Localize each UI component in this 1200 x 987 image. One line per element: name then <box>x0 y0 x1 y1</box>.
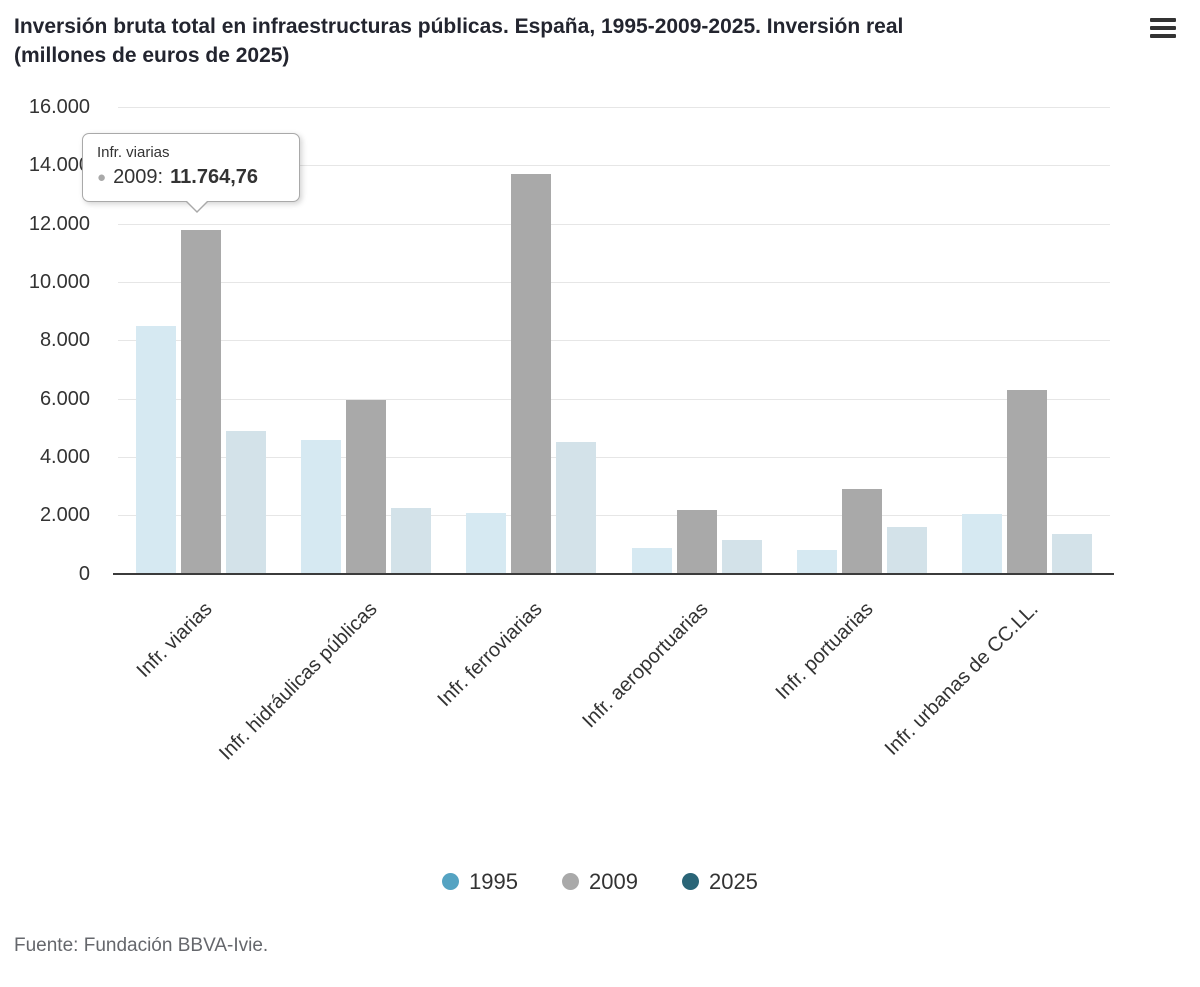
gridline <box>118 457 1110 459</box>
x-axis-label: Infr. urbanas de CC.LL. <box>881 597 1043 760</box>
y-axis-label: 12.000 <box>28 212 90 235</box>
chart-menu-button[interactable] <box>1144 8 1182 48</box>
hamburger-icon-line <box>1150 34 1176 38</box>
tooltip-dot: ● <box>97 168 107 186</box>
bar-group <box>449 107 614 574</box>
legend-marker <box>442 873 460 891</box>
legend-label: 1995 <box>469 868 519 894</box>
bar-1995[interactable] <box>796 550 837 574</box>
source-note: Fuente: Fundación BBVA-Ivie. <box>14 934 269 956</box>
x-axis-labels: Infr. viarias Infr. hidráulicas públicas I… <box>118 584 1110 864</box>
chart-title: Inversión bruta total en infraestructura… <box>0 0 1200 79</box>
legend-marker <box>562 873 580 891</box>
bar-2009[interactable] <box>841 489 882 574</box>
bar-2009[interactable] <box>180 230 221 574</box>
gridline <box>118 398 1110 400</box>
x-axis-label: Infr. ferroviarias <box>433 597 547 711</box>
bar-2025[interactable] <box>556 442 597 574</box>
bar-2009[interactable] <box>1007 389 1048 574</box>
y-axis-label: 14.000 <box>28 154 90 177</box>
x-axis-label: Infr. viarias <box>132 597 217 682</box>
bar-1995[interactable] <box>466 512 507 574</box>
chart-title-line1: Inversión bruta total en infraestructura… <box>14 15 904 38</box>
gridline <box>118 340 1110 342</box>
hamburger-icon <box>1150 18 1176 38</box>
y-axis-labels: 0 2.000 4.000 6.000 8.000 10.000 12.000 14.000 1… <box>0 96 104 585</box>
legend-item-2009[interactable]: 2009 <box>562 869 638 895</box>
legend-label: 2009 <box>589 868 638 894</box>
bar-group <box>779 107 944 574</box>
gridline <box>118 515 1110 517</box>
bar-1995[interactable] <box>300 439 341 574</box>
bar-2025[interactable] <box>390 507 431 574</box>
tooltip-series-label: 2009: <box>113 165 164 188</box>
chart-area: 0 2.000 4.000 6.000 8.000 10.000 12.000 14.000 1… <box>0 79 1200 909</box>
bar-2025[interactable] <box>886 527 927 574</box>
bar-1995[interactable] <box>135 325 176 574</box>
hamburger-icon-line <box>1150 26 1176 30</box>
bar-2009[interactable] <box>676 509 717 574</box>
bar-1995[interactable] <box>631 547 672 574</box>
bar-group <box>283 107 448 574</box>
tooltip-category: Infr. viarias <box>97 143 170 161</box>
gridline <box>118 281 1110 283</box>
chart-title-line2: (millones de euros de 2025) <box>14 44 290 68</box>
y-axis-label: 6.000 <box>39 387 90 410</box>
tooltip: Infr. viarias ● 2009: 11.764,76 <box>82 132 300 213</box>
bar-group <box>614 107 779 574</box>
legend: 1995 2009 2025 <box>0 869 1200 895</box>
bar-1995[interactable] <box>962 513 1003 574</box>
x-axis-label: Infr. hidráulicas públicas <box>215 597 382 765</box>
y-axis-label: 2.000 <box>39 504 90 527</box>
y-axis-label: 0 <box>78 562 90 585</box>
x-axis-label: Infr. portuarias <box>771 597 878 704</box>
hamburger-icon-line <box>1150 18 1176 22</box>
bar-2025[interactable] <box>1052 534 1093 574</box>
y-axis-label: 16.000 <box>28 95 90 118</box>
bar-2009[interactable] <box>345 400 386 574</box>
legend-item-2025[interactable]: 2025 <box>681 868 758 895</box>
gridline <box>118 223 1110 225</box>
bar-2009[interactable] <box>511 173 552 574</box>
gridline <box>118 106 1110 108</box>
bar-2025[interactable] <box>225 430 266 574</box>
legend-label: 2025 <box>708 868 758 894</box>
y-axis-label: 4.000 <box>39 446 90 469</box>
tooltip-value: 11.764,76 <box>170 165 258 188</box>
bar-group <box>945 107 1110 574</box>
legend-item-1995[interactable]: 1995 <box>442 869 518 895</box>
y-axis-label: 10.000 <box>28 270 90 293</box>
bar-group <box>118 107 283 574</box>
bar-2025[interactable] <box>721 540 762 574</box>
legend-marker <box>681 873 699 891</box>
x-axis-line <box>113 572 1114 575</box>
gridline <box>118 165 1110 167</box>
x-axis-label: Infr. aeroportuarias <box>577 597 713 733</box>
tooltip-value-line: ● 2009: 11.764,76 <box>97 166 281 189</box>
y-axis-label: 8.000 <box>39 329 90 352</box>
